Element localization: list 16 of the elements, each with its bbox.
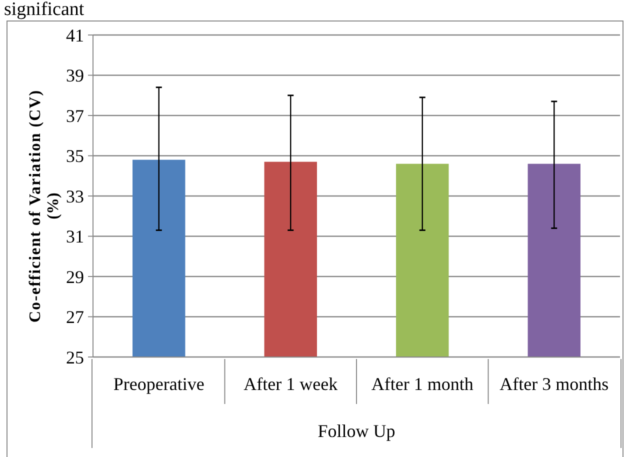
- text: significant: [4, 0, 85, 20]
- y-tick-label: 25: [66, 347, 84, 368]
- x-tick-label: Preoperative: [113, 374, 204, 394]
- y-tick-label: 41: [66, 25, 84, 46]
- x-tick-label: After 3 months: [500, 374, 609, 394]
- y-tick-label: 27: [66, 307, 84, 328]
- y-tick-label: 31: [66, 226, 84, 247]
- y-tick-label: 39: [66, 66, 84, 86]
- x-tick-label: After 1 week: [244, 374, 338, 394]
- y-axis-title: Co-efficient of Variation (CV) (%): [27, 89, 62, 323]
- y-tick-label: 33: [66, 186, 84, 206]
- x-tick-label: After 1 month: [371, 374, 474, 394]
- y-tick-label: 29: [66, 266, 84, 287]
- y-tick-label: 35: [66, 146, 84, 166]
- x-axis-title: Follow Up: [318, 421, 396, 441]
- y-tick-label: 37: [66, 106, 84, 126]
